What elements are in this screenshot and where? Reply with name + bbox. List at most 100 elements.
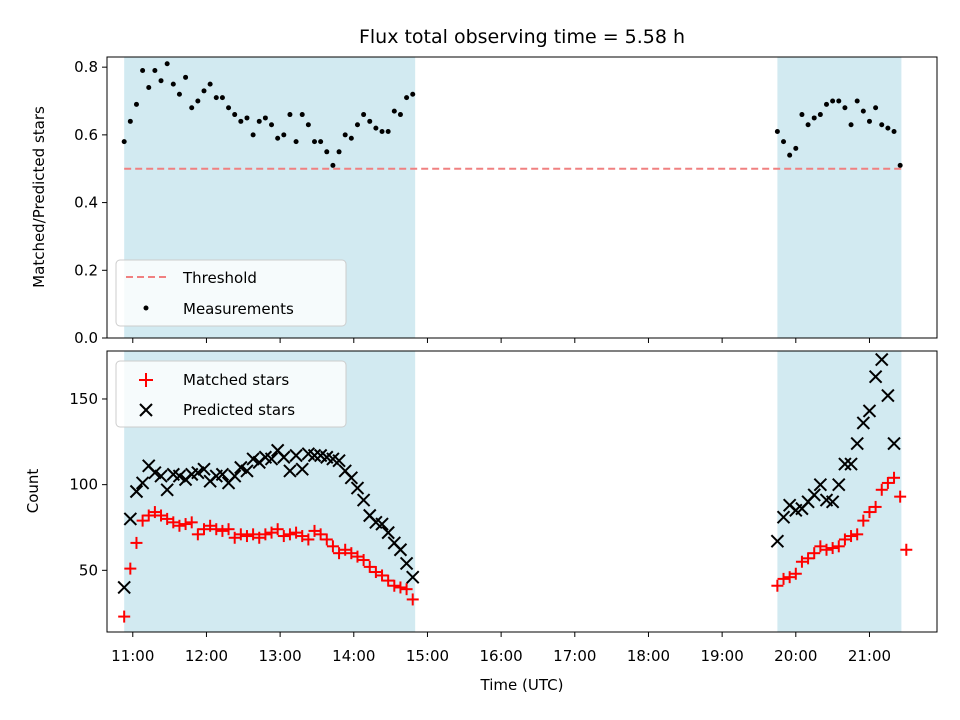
matched-star-point [185,516,198,529]
y-tick-label: 0.6 [74,126,98,144]
matched-star-point [789,567,802,580]
measurement-points [121,61,903,168]
measurement-point [269,122,275,128]
predicted-legend-swatch [139,403,153,417]
matched-star-point [197,523,210,536]
measurement-point [842,105,848,111]
measurement-point [373,125,379,131]
measurement-point [287,112,293,118]
matched-star-point [173,519,186,532]
matched-star-point [234,528,247,541]
measurement-point [127,118,133,124]
measurement-point [811,115,817,121]
matched-star-point [148,506,161,519]
matched-star-point [283,528,296,541]
predicted-star-point [838,457,852,471]
matched-star-point [814,540,827,553]
measurement-point [379,128,385,134]
measurement-point [879,122,885,128]
matched-star-point [863,506,876,519]
measurement-point [201,88,207,94]
matched-stars-points [118,471,913,623]
predicted-star-point [844,457,858,471]
x-tick-label: 21:00 [848,647,891,665]
measurement-point [275,135,281,141]
matched-star-point [363,560,376,573]
measurement-point [262,115,268,121]
matched-star-point [376,569,389,582]
predicted-star-point [776,510,791,524]
measurement-point [256,118,262,124]
predicted-star-point [277,450,291,464]
observing-window-2 [777,57,902,338]
predicted-star-point [332,453,346,468]
predicted-star-point [234,460,248,475]
x-tick-label: 12:00 [185,647,228,665]
measurement-point [318,139,324,145]
x-tick-label: 14:00 [332,647,375,665]
matched-star-point [351,550,364,563]
matched-star-point [118,610,131,623]
measurement-point [299,112,305,118]
predicted-star-point [307,448,322,463]
legend-label-threshold: Threshold [182,269,257,287]
measurement-point [348,135,354,141]
measurement-point [195,98,201,104]
matched-star-point [179,518,192,531]
x-tick-label: 11:00 [111,647,154,665]
measurement-point [330,162,336,168]
predicted-star-point [172,469,187,483]
predicted-star-point [856,416,871,430]
matched-star-point [191,528,204,541]
matched-star-point [296,530,309,543]
matched-star-point [357,554,370,567]
predicted-star-point [240,464,254,478]
y-tick-label: 0.4 [74,194,98,212]
matched-star-point [875,483,888,496]
measurement-point [152,68,158,74]
matched-star-point [369,566,382,579]
top-x-ticks [132,338,870,343]
observing-window-2 [777,351,902,632]
matched-star-point [204,519,217,532]
measurement-point [219,95,225,101]
measurement-point [793,145,799,151]
measurement-point [140,68,146,74]
matched-star-point [845,530,858,543]
matched-star-point [333,547,346,560]
matched-star-point [345,547,358,560]
y-tick-label: 0.2 [74,261,98,279]
predicted-star-point [399,556,414,571]
predicted-star-point [356,493,371,507]
measurement-point [176,91,182,97]
predicted-star-point [283,464,297,478]
predicted-star-point [123,512,138,526]
measurement-point [774,128,780,134]
predicted-star-point [375,517,389,531]
predicted-star-point [393,543,408,557]
measurement-point [324,149,330,155]
measurement-point [860,108,866,114]
predicted-star-point [154,469,168,483]
matched-star-point [771,579,784,592]
matched-star-point [394,581,407,594]
matched-star-point [253,531,266,544]
matched-star-point [259,528,272,541]
measurement-point [312,139,317,145]
measurement-point [854,98,860,104]
measurement-point [281,132,287,138]
measurement-point [342,132,348,138]
y-tick-label: 0.0 [74,329,98,347]
matched-star-point [265,526,278,539]
measurement-point [873,105,879,111]
x-tick-label: 15:00 [406,647,449,665]
measurement-point [189,105,195,111]
matched-star-point [228,531,241,544]
x-axis-label: Time (UTC) [480,676,564,694]
measurement-point [817,112,823,118]
matched-star-point [900,543,913,556]
measurement-point [207,81,213,87]
measurement-legend-swatch [143,305,149,311]
measurement-point [410,91,416,97]
matched-star-point [247,528,260,541]
